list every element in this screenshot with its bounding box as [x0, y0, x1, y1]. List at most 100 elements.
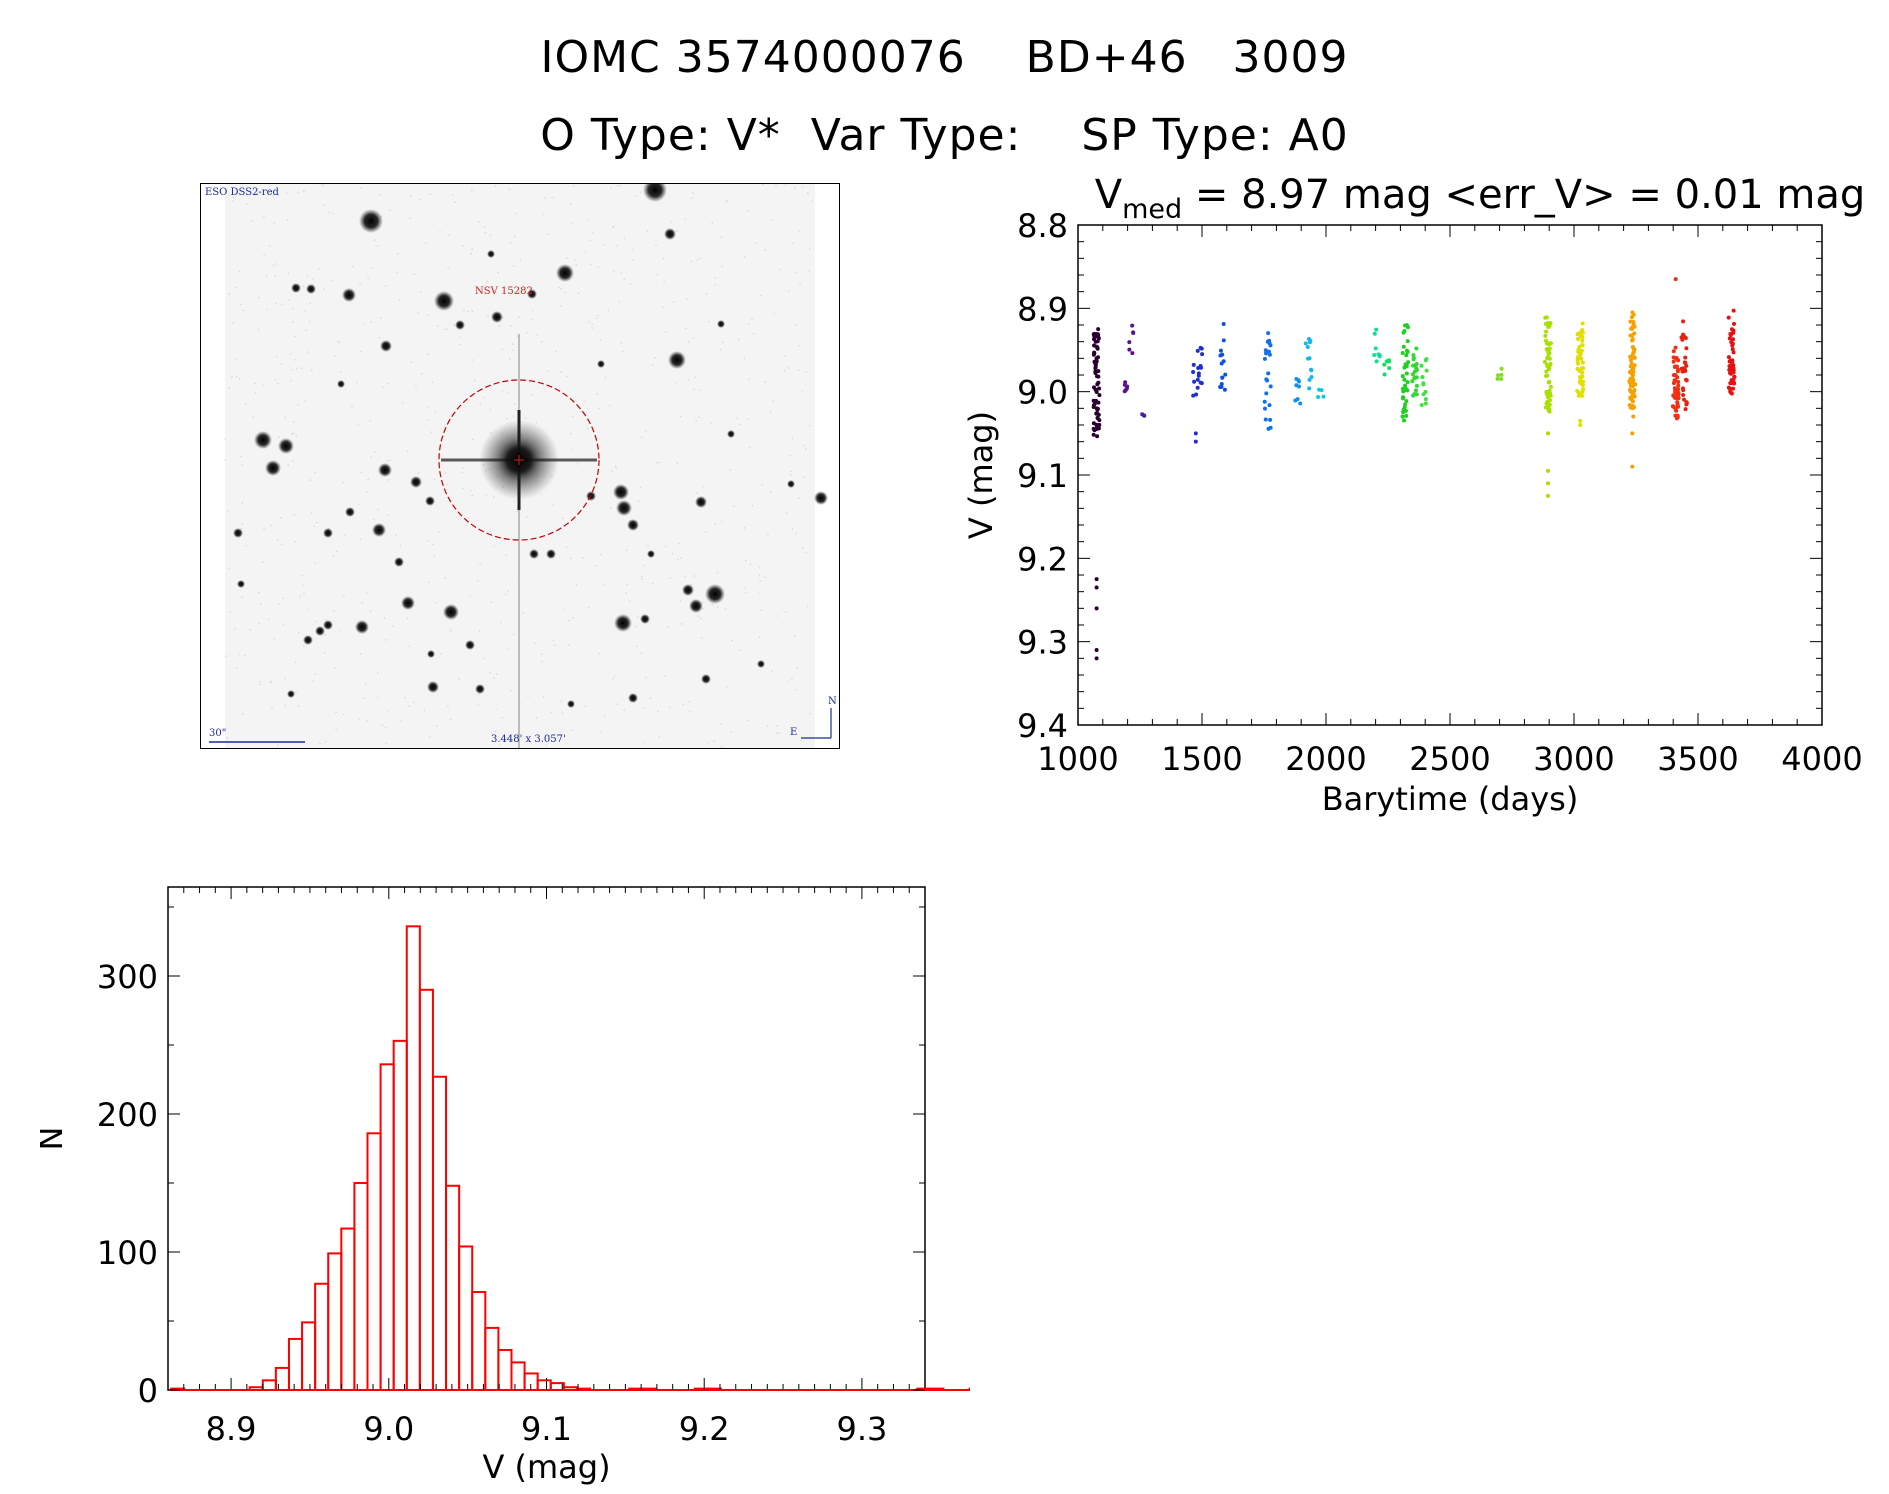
star: [427, 650, 435, 658]
background-noise: [417, 312, 420, 314]
background-noise: [553, 644, 556, 647]
data-point: [1321, 394, 1326, 399]
data-point: [1581, 386, 1586, 391]
background-noise: [635, 645, 638, 647]
data-point: [1632, 347, 1637, 352]
background-noise: [560, 700, 563, 702]
background-noise: [801, 186, 804, 188]
background-noise: [570, 448, 573, 451]
data-point: [1499, 366, 1504, 371]
background-noise: [693, 388, 695, 391]
background-noise: [284, 416, 286, 419]
light-curve-chart: Vmed = 8.97 mag <err_V> = 0.01 mag 1000 15…: [962, 172, 1865, 818]
star: [668, 351, 686, 369]
star: [787, 480, 795, 488]
star: [628, 693, 638, 703]
star: [342, 288, 356, 302]
background-noise: [769, 411, 772, 414]
data-point: [1387, 358, 1392, 363]
data-point: [1404, 413, 1409, 418]
histogram-bar: [248, 1386, 264, 1391]
background-noise: [314, 673, 317, 675]
background-noise: [389, 459, 391, 462]
background-noise: [665, 545, 667, 548]
data-point: [1578, 380, 1583, 385]
background-noise: [711, 222, 714, 224]
background-noise: [245, 544, 248, 547]
background-noise: [526, 516, 528, 518]
data-point: [1729, 380, 1734, 385]
star: [315, 626, 325, 636]
background-noise: [459, 336, 461, 339]
background-noise: [424, 242, 427, 245]
data-point: [1579, 343, 1584, 348]
data-point: [1732, 374, 1737, 379]
data-point: [1131, 331, 1136, 336]
background-noise: [489, 234, 492, 236]
data-point: [1675, 369, 1680, 374]
background-noise: [697, 416, 700, 419]
data-point: [1731, 350, 1736, 355]
background-noise: [489, 672, 492, 674]
background-noise: [664, 330, 667, 333]
background-noise: [259, 602, 262, 605]
background-noise: [743, 527, 746, 529]
background-noise: [244, 403, 247, 405]
background-noise: [772, 400, 775, 403]
background-noise: [292, 307, 294, 310]
background-noise: [298, 632, 300, 634]
background-noise: [367, 277, 369, 279]
y-tick-label: 100: [97, 1234, 158, 1272]
background-noise: [620, 272, 623, 275]
data-point: [1374, 359, 1379, 364]
data-point: [1579, 392, 1584, 397]
background-noise: [596, 392, 598, 395]
background-noise: [438, 531, 440, 533]
data-point: [1268, 417, 1273, 422]
background-noise: [449, 718, 452, 721]
data-point: [1499, 377, 1504, 382]
data-point: [1632, 355, 1637, 360]
histogram-bar: [287, 1337, 304, 1392]
background-noise: [453, 324, 455, 327]
background-noise: [335, 711, 337, 714]
background-noise: [684, 218, 686, 220]
background-noise: [547, 233, 550, 236]
histogram-bar: [353, 1182, 369, 1391]
histogram-bar: [261, 1379, 277, 1391]
plot-frame: [167, 886, 926, 1391]
background-noise: [559, 288, 562, 290]
background-noise: [526, 331, 529, 334]
background-noise: [402, 401, 404, 404]
background-noise: [504, 593, 507, 596]
star: [337, 380, 345, 388]
background-noise: [788, 290, 790, 292]
background-noise: [676, 230, 678, 233]
background-noise: [507, 392, 509, 394]
data-point: [1267, 352, 1272, 357]
histogram-bar: [379, 1063, 395, 1391]
background-noise: [795, 688, 798, 691]
background-noise: [805, 448, 807, 450]
histogram-bar: [431, 1075, 448, 1392]
background-noise: [232, 200, 235, 202]
background-noise: [383, 617, 386, 619]
background-noise: [485, 494, 488, 496]
background-noise: [273, 637, 276, 640]
background-noise: [623, 237, 626, 239]
data-point: [1191, 393, 1196, 398]
background-noise: [427, 419, 429, 421]
x-tick-label: 8.9: [206, 1410, 257, 1448]
background-noise: [566, 257, 569, 259]
background-noise: [699, 257, 701, 260]
data-point: [1262, 406, 1267, 411]
data-point: [1731, 329, 1736, 334]
background-noise: [600, 553, 602, 556]
x-tick-label: 9.1: [521, 1410, 572, 1448]
background-noise: [242, 713, 244, 715]
data-point: [1307, 377, 1312, 382]
background-noise: [758, 636, 761, 639]
background-noise: [522, 612, 524, 615]
background-noise: [545, 743, 548, 746]
data-point: [1387, 366, 1392, 371]
